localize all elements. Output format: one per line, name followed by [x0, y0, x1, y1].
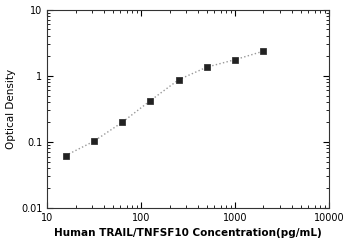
Y-axis label: Optical Density: Optical Density	[6, 69, 15, 149]
Point	[63, 154, 68, 158]
Point	[232, 58, 238, 61]
Point	[176, 78, 181, 82]
Point	[261, 49, 266, 53]
Point	[204, 65, 210, 69]
X-axis label: Human TRAIL/TNFSF10 Concentration(pg/mL): Human TRAIL/TNFSF10 Concentration(pg/mL)	[54, 228, 322, 238]
Point	[148, 99, 153, 102]
Point	[91, 139, 97, 143]
Point	[119, 121, 125, 124]
